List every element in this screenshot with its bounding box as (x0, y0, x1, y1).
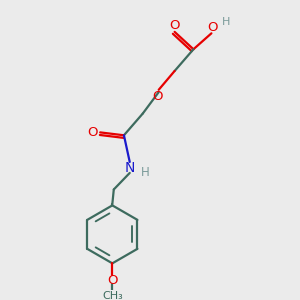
Text: CH₃: CH₃ (102, 291, 123, 300)
Text: O: O (169, 19, 179, 32)
Text: H: H (140, 166, 149, 178)
Text: O: O (208, 21, 218, 34)
Text: O: O (107, 274, 118, 287)
Text: N: N (125, 161, 136, 175)
Text: H: H (222, 17, 231, 27)
Text: O: O (152, 90, 163, 103)
Text: O: O (88, 126, 98, 139)
